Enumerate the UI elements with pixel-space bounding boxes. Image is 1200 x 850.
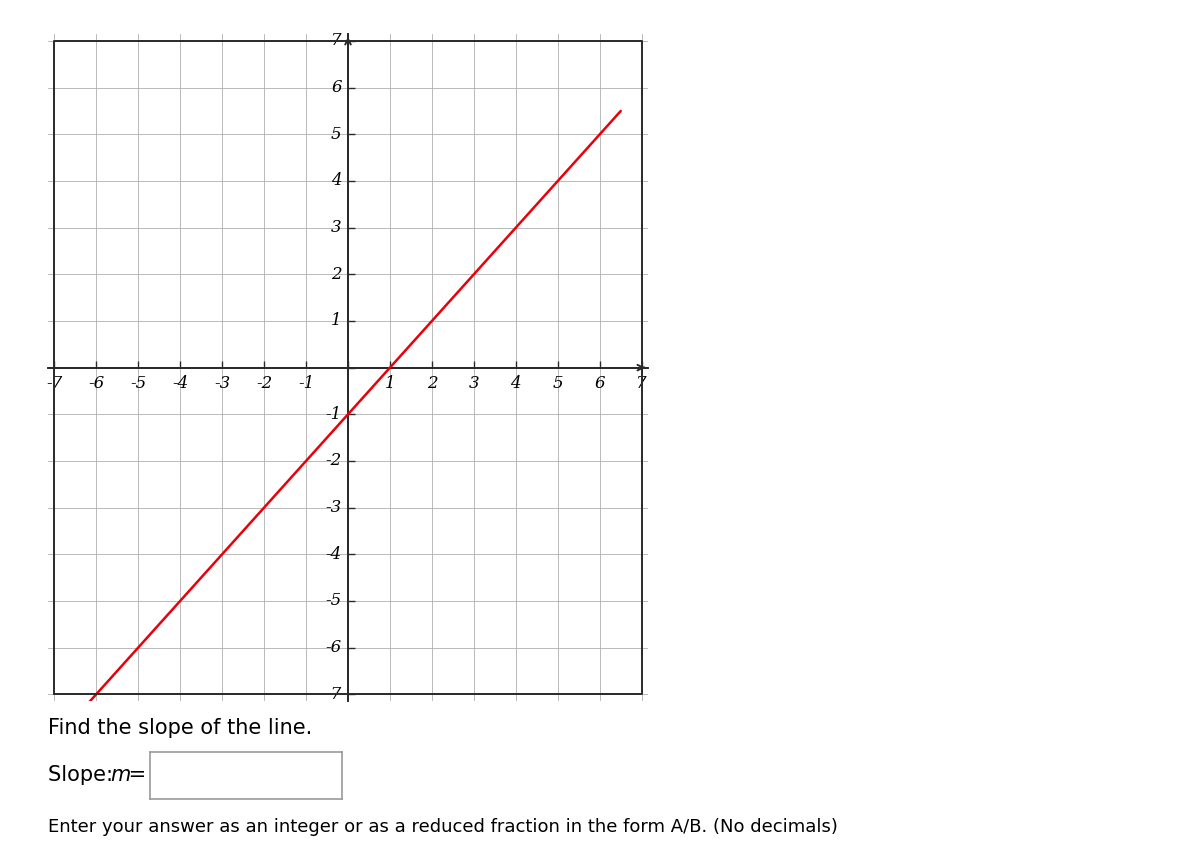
Text: 5: 5 bbox=[331, 126, 342, 143]
Text: -5: -5 bbox=[130, 375, 146, 392]
Text: -2: -2 bbox=[256, 375, 272, 392]
Text: -1: -1 bbox=[325, 405, 342, 422]
Text: Find the slope of the line.: Find the slope of the line. bbox=[48, 718, 312, 739]
Text: =: = bbox=[122, 765, 146, 785]
Text: 1: 1 bbox=[331, 313, 342, 330]
Text: 4: 4 bbox=[331, 173, 342, 190]
Text: 2: 2 bbox=[427, 375, 437, 392]
Text: 1: 1 bbox=[385, 375, 395, 392]
Text: 3: 3 bbox=[468, 375, 479, 392]
Text: -6: -6 bbox=[325, 639, 342, 656]
Text: -1: -1 bbox=[298, 375, 314, 392]
Text: 6: 6 bbox=[331, 79, 342, 96]
Text: 7: 7 bbox=[331, 32, 342, 49]
Text: Enter your answer as an integer or as a reduced fraction in the form A/B. (No de: Enter your answer as an integer or as a … bbox=[48, 818, 838, 836]
Text: -3: -3 bbox=[325, 499, 342, 516]
Text: -7: -7 bbox=[325, 686, 342, 703]
Text: 6: 6 bbox=[594, 375, 605, 392]
Text: 4: 4 bbox=[510, 375, 521, 392]
Text: -2: -2 bbox=[325, 452, 342, 469]
Text: -5: -5 bbox=[325, 592, 342, 609]
Text: -7: -7 bbox=[46, 375, 62, 392]
Text: 7: 7 bbox=[636, 375, 647, 392]
Text: -4: -4 bbox=[172, 375, 188, 392]
Text: m: m bbox=[110, 765, 131, 785]
Text: 3: 3 bbox=[331, 219, 342, 236]
Text: 5: 5 bbox=[552, 375, 563, 392]
Text: -4: -4 bbox=[325, 546, 342, 563]
Text: -3: -3 bbox=[214, 375, 230, 392]
Text: 2: 2 bbox=[331, 266, 342, 283]
Text: -6: -6 bbox=[88, 375, 104, 392]
Text: Slope:: Slope: bbox=[48, 765, 120, 785]
